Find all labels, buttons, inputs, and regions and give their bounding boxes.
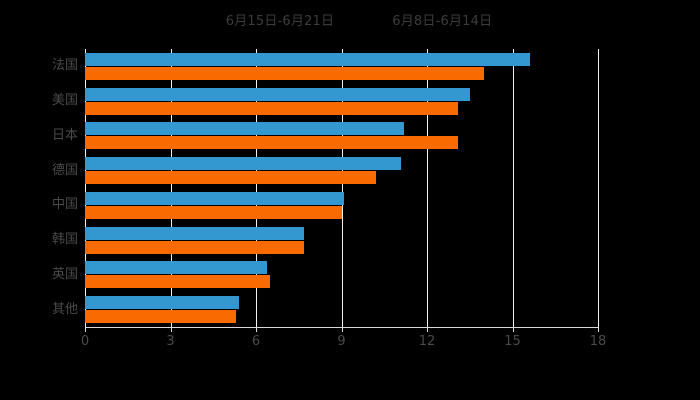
legend-label-series-0: 6月15日-6月21日 (225, 13, 335, 29)
bar-美国-series-1[interactable] (85, 101, 459, 115)
x-axis-tick-label: 18 (589, 334, 607, 349)
x-axis-tick (512, 327, 514, 332)
x-axis-tick-label: 9 (337, 334, 346, 349)
plot-area (85, 49, 599, 327)
x-axis-tick-label: 12 (418, 334, 436, 349)
x-gridline (427, 49, 428, 327)
x-axis-tick-label: 6 (251, 334, 261, 349)
y-axis-label-日本: 日本 (51, 127, 78, 143)
legend-item-series-1[interactable]: 6月8日-6月14日 (374, 10, 492, 29)
y-axis-label-中国: 中国 (51, 197, 78, 213)
x-gridline (170, 49, 172, 327)
bar-日本-series-0[interactable] (85, 122, 405, 136)
bar-其他-series-1[interactable] (85, 310, 237, 324)
chart-legend: 6月15日-6月21日 6月8日-6月14日 (0, 8, 700, 30)
y-axis-line (85, 49, 86, 327)
x-axis-tick (427, 327, 428, 332)
bar-德国-series-0[interactable] (85, 157, 402, 171)
x-gridline (512, 49, 514, 327)
y-axis-category-labels: 法国美国日本德国中国韩国英国其他 (0, 49, 78, 327)
legend-item-series-0[interactable]: 6月15日-6月21日 (208, 10, 335, 29)
x-axis-tick (256, 327, 257, 332)
bar-其他-series-0[interactable] (85, 296, 239, 310)
x-axis-tick (341, 327, 343, 332)
bar-中国-series-0[interactable] (85, 191, 345, 205)
y-axis-label-法国: 法国 (51, 58, 78, 74)
bar-韩国-series-1[interactable] (85, 240, 305, 254)
bar-英国-series-0[interactable] (85, 261, 268, 275)
bar-韩国-series-0[interactable] (85, 226, 305, 240)
bar-德国-series-1[interactable] (85, 171, 376, 185)
x-axis-tick-label: 0 (80, 334, 90, 349)
x-gridline (598, 49, 599, 327)
bar-日本-series-1[interactable] (85, 136, 459, 150)
bar-美国-series-0[interactable] (85, 87, 470, 101)
bar-英国-series-1[interactable] (85, 275, 271, 289)
x-gridline (341, 49, 343, 327)
y-axis-label-英国: 英国 (51, 266, 78, 282)
legend-marker-circle-icon (208, 14, 219, 25)
bar-中国-series-1[interactable] (85, 205, 342, 219)
bar-法国-series-1[interactable] (85, 66, 484, 80)
x-axis-tick-label: 15 (504, 334, 521, 349)
bar-法国-series-0[interactable] (85, 52, 530, 66)
y-axis-label-德国: 德国 (51, 162, 78, 178)
y-axis-label-美国: 美国 (51, 93, 78, 109)
x-axis-tick (598, 327, 599, 332)
x-gridline (256, 49, 257, 327)
legend-label-series-1: 6月8日-6月14日 (392, 13, 493, 29)
y-axis-label-其他: 其他 (51, 301, 78, 317)
x-axis-tick (170, 327, 172, 332)
y-axis-label-韩国: 韩国 (51, 232, 78, 248)
x-axis-tick (85, 327, 86, 332)
x-axis-tick-label: 3 (166, 334, 175, 349)
legend-marker-square-icon (374, 14, 385, 25)
